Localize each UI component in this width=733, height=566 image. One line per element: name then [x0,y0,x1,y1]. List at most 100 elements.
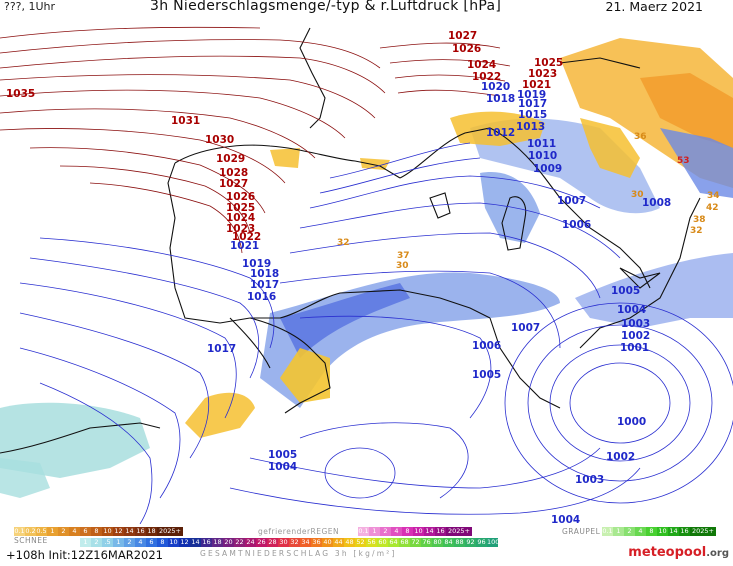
legend-cell: 1 [369,527,380,536]
pressure-label: 1013 [516,121,546,133]
legend-cell: 10 [657,527,668,536]
legend-cell: 16 [435,527,446,536]
legend-cell: 26 [256,538,267,547]
map-title: 3h Niederschlagsmenge/-typ & r.Luftdruck… [150,0,502,14]
precip-max-label: 32 [337,238,350,248]
legend-cell: 0.1 [14,527,25,536]
legend-cell: 8 [402,527,413,536]
graupel-title: GRAUPEL [562,527,601,536]
legend-cell: 8 [646,527,657,536]
legend-cell: 8 [157,538,168,547]
legend-cell: 40 [322,538,333,547]
legend-cell: 24 [245,538,256,547]
isobars-low [19,142,733,524]
pressure-label: 1035 [6,88,36,100]
precip-max-label: 30 [396,261,409,271]
rain-scale: 1 2.5 1 2 4 6 8 10 12 14 16 18 20 22 24 26 28 30 32 34 36 40 4… [80,538,498,547]
legend-cell: 36 [311,538,322,547]
precip-max-label: 42 [706,203,719,213]
legend-cell: 32 [289,538,300,547]
valid-date: 21. Maerz 2021 [605,0,703,14]
snow-scale: 0.1 0.2 0.5 1 2 4 6 8 10 12 14 16 18 2025+ [14,527,183,536]
legend-cell: 2025+ [446,527,472,536]
precip-max-label: 36 [634,132,647,142]
pressure-label: 1010 [528,150,558,162]
precip-max-label: 53 [677,156,690,166]
graupel-scale: 0.1 1 2 4 8 10 14 16 2025+ [602,527,716,536]
precip-max-label: 38 [693,215,706,225]
logo-domain: .org [706,548,729,559]
legend-cell: 6 [80,527,91,536]
precip-max-label: 32 [690,226,703,236]
legend-cell: 10 [102,527,113,536]
legend-cell: 16 [679,527,690,536]
pressure-label: 1003 [621,318,651,330]
pressure-label: 1024 [467,59,497,71]
legend-cell: 2 [380,527,391,536]
legend-cell: 48 [344,538,355,547]
legend-cell: 10 [168,538,179,547]
legend-cell: 0.1 [358,527,369,536]
legend-cell: 20 [223,538,234,547]
pressure-label: 1019 [517,89,547,101]
legend-cell: 18 [146,527,157,536]
freezing-rain-scale: 0.1 1 2 4 8 10 14 16 2025+ [358,527,472,536]
meteopool-logo[interactable]: meteopool.org [628,545,729,560]
legend-cell: 56 [366,538,377,547]
run-time-label: ???, 1Uhr [4,0,56,13]
pressure-label: 1025 [226,202,256,214]
legend-cell: 64 [388,538,399,547]
pressure-label: 1017 [207,343,237,355]
legend-cell: 4 [135,538,146,547]
pressure-label: 1022 [472,71,502,83]
pressure-label: 1005 [472,369,502,381]
pressure-label: 1016 [247,291,277,303]
pressure-label: 1018 [486,93,516,105]
map-header: ???, 1Uhr 3h Niederschlagsmenge/-typ & r… [0,0,733,18]
pressure-label: 1027 [448,30,478,42]
pressure-label: 1004 [551,514,581,525]
pressure-label: 1008 [642,197,672,209]
pressure-label: 1007 [557,195,587,207]
legend-cell: 4 [391,527,402,536]
legend-cell: 16 [201,538,212,547]
legend-cell: 88 [454,538,465,547]
legend-cell: 0.2 [25,527,36,536]
pressure-label: 1029 [216,153,246,165]
pressure-label: 1005 [268,449,298,461]
pressure-label: 1003 [575,474,605,486]
legend-cell: 6 [146,538,157,547]
legend-cell: 100 [487,538,498,547]
legend-cell: 92 [465,538,476,547]
pressure-label: 1028 [219,167,249,179]
pressure-label: 1001 [620,342,650,354]
legend-cell: 76 [421,538,432,547]
pressure-label: 1002 [606,451,636,463]
legend-cell: 22 [234,538,245,547]
pressure-label: 1023 [226,223,256,235]
legend-cell: 96 [476,538,487,547]
pressure-label: 1017 [250,279,280,291]
pressure-label: 1030 [205,134,235,146]
pressure-label: 1022 [232,231,262,243]
pressure-label: 1025 [534,57,564,69]
pressure-label: 1006 [472,340,502,352]
coastlines [0,27,701,454]
snow-scale-title: SCHNEE [14,536,48,545]
legend-cell: 4 [635,527,646,536]
legend-cell: 34 [300,538,311,547]
legend-cell: 14 [190,538,201,547]
legend-cell: 0.5 [36,527,47,536]
legend-cell: 68 [399,538,410,547]
pressure-label: 1021 [522,79,552,91]
legend-cell: 30 [278,538,289,547]
legend-cell: 28 [267,538,278,547]
isobars-high [0,26,511,254]
pressure-label: 1015 [518,109,548,121]
legend-cell: 14 [668,527,679,536]
pressure-label: 1031 [171,115,201,127]
legend-cell: 12 [179,538,190,547]
precip-max-label: 30 [631,190,644,200]
weather-map: 1035 1031 1030 1029 1028 1027 1026 1025 1024 1023… [0,18,733,524]
map-canvas [0,26,733,524]
